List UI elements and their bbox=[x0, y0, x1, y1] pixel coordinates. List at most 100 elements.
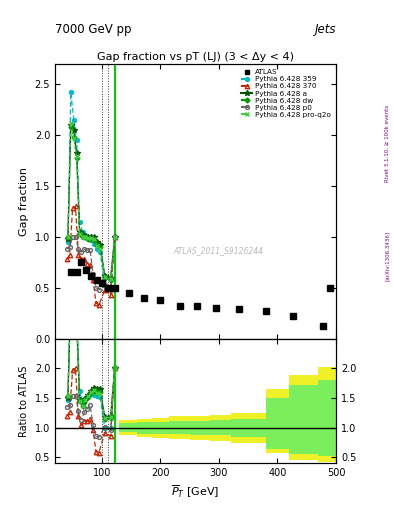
Pythia 6.428 370 bbox=[70, 205, 75, 211]
Pythia 6.428 a bbox=[95, 239, 99, 245]
Text: ATLAS_2011_S9126244: ATLAS_2011_S9126244 bbox=[173, 246, 263, 255]
Pythia 6.428 359 bbox=[95, 246, 99, 252]
Pythia 6.428 pro-q2o bbox=[112, 234, 117, 240]
Pythia 6.428 pro-q2o bbox=[68, 120, 73, 126]
Pythia 6.428 dw bbox=[92, 237, 97, 243]
Pythia 6.428 359 bbox=[98, 249, 103, 255]
Pythia 6.428 a bbox=[89, 234, 94, 240]
Pythia 6.428 dw bbox=[95, 242, 99, 248]
ATLAS bbox=[328, 285, 332, 291]
Pythia 6.428 p0 bbox=[70, 234, 75, 240]
Pythia 6.428 359 bbox=[103, 283, 107, 289]
Pythia 6.428 p0 bbox=[79, 249, 84, 255]
Pythia 6.428 dw bbox=[66, 234, 70, 240]
Pythia 6.428 p0 bbox=[91, 271, 95, 278]
ATLAS bbox=[68, 269, 73, 275]
Text: 7000 GeV pp: 7000 GeV pp bbox=[55, 23, 132, 36]
Pythia 6.428 p0 bbox=[112, 234, 117, 240]
Line: Pythia 6.428 pro-q2o: Pythia 6.428 pro-q2o bbox=[66, 120, 117, 281]
Pythia 6.428 pro-q2o bbox=[92, 236, 97, 242]
Text: [arXiv:1306.3436]: [arXiv:1306.3436] bbox=[385, 231, 389, 281]
Pythia 6.428 370 bbox=[88, 262, 92, 268]
ATLAS bbox=[105, 285, 110, 291]
Pythia 6.428 a bbox=[98, 242, 103, 248]
ATLAS bbox=[99, 280, 104, 286]
Pythia 6.428 a bbox=[86, 234, 91, 240]
Pythia 6.428 dw bbox=[72, 134, 76, 140]
ATLAS bbox=[158, 297, 163, 303]
Legend: ATLAS, Pythia 6.428 359, Pythia 6.428 370, Pythia 6.428 a, Pythia 6.428 dw, Pyth: ATLAS, Pythia 6.428 359, Pythia 6.428 37… bbox=[240, 68, 332, 119]
Pythia 6.428 p0 bbox=[76, 246, 81, 252]
Pythia 6.428 pro-q2o bbox=[83, 234, 88, 240]
Pythia 6.428 359 bbox=[83, 232, 88, 238]
Pythia 6.428 370 bbox=[73, 203, 78, 209]
Pythia 6.428 dw bbox=[74, 155, 79, 161]
Pythia 6.428 359 bbox=[77, 219, 82, 225]
Pythia 6.428 dw bbox=[80, 234, 85, 240]
Pythia 6.428 pro-q2o bbox=[74, 153, 79, 159]
ATLAS bbox=[237, 306, 242, 312]
ATLAS bbox=[195, 303, 200, 309]
Pythia 6.428 p0 bbox=[88, 247, 92, 253]
Pythia 6.428 359 bbox=[89, 237, 94, 243]
ATLAS bbox=[89, 272, 94, 279]
ATLAS bbox=[79, 259, 84, 265]
Title: Gap fraction vs pT (LJ) (3 < Δy < 4): Gap fraction vs pT (LJ) (3 < Δy < 4) bbox=[97, 52, 294, 62]
Pythia 6.428 p0 bbox=[82, 246, 86, 252]
Pythia 6.428 dw bbox=[68, 124, 73, 130]
Pythia 6.428 dw bbox=[103, 274, 107, 281]
ATLAS bbox=[74, 269, 79, 275]
Pythia 6.428 370 bbox=[91, 276, 95, 283]
Pythia 6.428 370 bbox=[108, 292, 113, 298]
Line: Pythia 6.428 a: Pythia 6.428 a bbox=[65, 122, 118, 281]
ATLAS bbox=[127, 290, 132, 296]
ATLAS bbox=[141, 295, 146, 301]
Pythia 6.428 p0 bbox=[103, 282, 107, 288]
Pythia 6.428 a bbox=[77, 229, 82, 235]
Pythia 6.428 dw bbox=[108, 276, 113, 283]
Pythia 6.428 a bbox=[103, 272, 107, 279]
ATLAS bbox=[320, 323, 325, 329]
Pythia 6.428 a bbox=[92, 234, 97, 240]
Pythia 6.428 a bbox=[66, 236, 70, 242]
Pythia 6.428 dw bbox=[98, 244, 103, 250]
Pythia 6.428 370 bbox=[67, 252, 72, 258]
Pythia 6.428 dw bbox=[77, 231, 82, 237]
Pythia 6.428 dw bbox=[86, 236, 91, 242]
ATLAS bbox=[84, 267, 88, 273]
Pythia 6.428 a bbox=[112, 234, 117, 240]
Pythia 6.428 p0 bbox=[73, 234, 78, 240]
Pythia 6.428 pro-q2o bbox=[95, 243, 99, 249]
Pythia 6.428 370 bbox=[85, 261, 90, 267]
Line: ATLAS: ATLAS bbox=[68, 260, 333, 329]
Pythia 6.428 370 bbox=[76, 252, 81, 258]
Pythia 6.428 p0 bbox=[67, 244, 72, 250]
Pythia 6.428 370 bbox=[112, 234, 117, 240]
ATLAS bbox=[263, 308, 268, 314]
Pythia 6.428 359 bbox=[68, 90, 73, 96]
Pythia 6.428 a bbox=[108, 274, 113, 281]
Pythia 6.428 359 bbox=[92, 241, 97, 247]
Pythia 6.428 a bbox=[80, 232, 85, 238]
Pythia 6.428 p0 bbox=[85, 247, 90, 253]
Pythia 6.428 p0 bbox=[108, 287, 113, 293]
Pythia 6.428 p0 bbox=[94, 285, 98, 291]
Line: Pythia 6.428 370: Pythia 6.428 370 bbox=[64, 204, 117, 307]
Pythia 6.428 pro-q2o bbox=[98, 246, 103, 252]
Pythia 6.428 359 bbox=[72, 117, 76, 123]
Pythia 6.428 pro-q2o bbox=[108, 275, 113, 282]
Pythia 6.428 a bbox=[83, 233, 88, 239]
Pythia 6.428 359 bbox=[112, 234, 117, 240]
Pythia 6.428 dw bbox=[89, 236, 94, 242]
Pythia 6.428 p0 bbox=[97, 287, 101, 293]
Text: Jets: Jets bbox=[314, 23, 336, 36]
Y-axis label: Gap fraction: Gap fraction bbox=[19, 167, 29, 236]
ATLAS bbox=[112, 285, 117, 291]
Pythia 6.428 pro-q2o bbox=[66, 234, 70, 240]
Line: Pythia 6.428 359: Pythia 6.428 359 bbox=[66, 91, 117, 290]
Pythia 6.428 pro-q2o bbox=[103, 273, 107, 280]
Pythia 6.428 dw bbox=[112, 234, 117, 240]
Pythia 6.428 pro-q2o bbox=[77, 231, 82, 237]
Pythia 6.428 pro-q2o bbox=[86, 235, 91, 241]
X-axis label: $\overline{P}_T$ [GeV]: $\overline{P}_T$ [GeV] bbox=[171, 484, 220, 500]
